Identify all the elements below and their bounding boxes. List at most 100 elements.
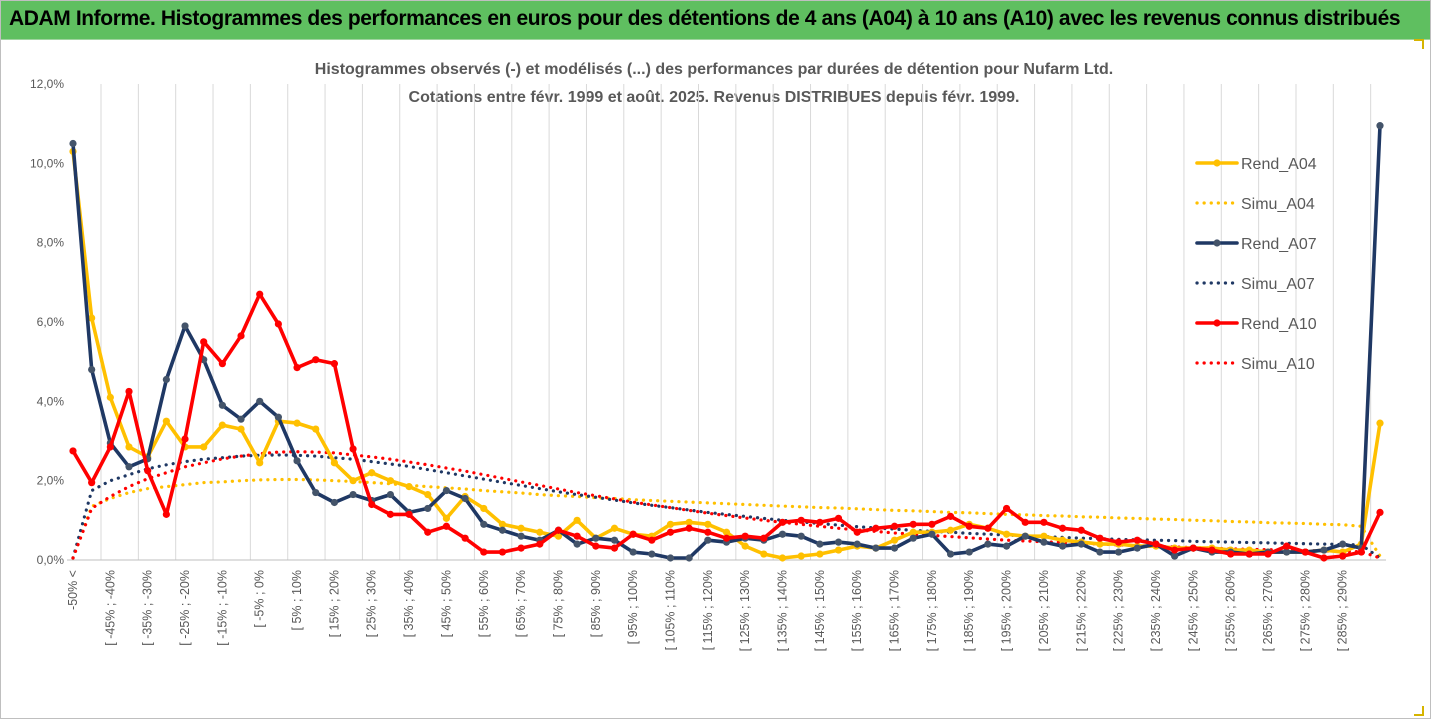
data-point	[237, 425, 245, 433]
data-point	[498, 526, 507, 534]
legend-item-rend-a07[interactable]: Rend_A07	[1195, 236, 1317, 253]
x-tick-label: [ 235% ; 240%	[1149, 570, 1163, 651]
data-point	[330, 360, 338, 368]
report-title: ADAM Informe. Histogrammes des performan…	[9, 7, 1401, 30]
data-point	[648, 536, 656, 544]
data-point	[1320, 554, 1328, 562]
x-tick-label: [ 125% ; 130%	[738, 570, 752, 651]
series-lines	[69, 122, 1384, 562]
data-point	[312, 356, 320, 364]
data-point	[442, 514, 451, 522]
data-point	[517, 532, 525, 540]
data-point	[480, 520, 488, 528]
x-tick-label: [ 135% ; 140%	[776, 570, 790, 651]
y-tick-label: 12,0%	[30, 77, 64, 91]
data-point	[890, 536, 899, 544]
data-point	[1133, 544, 1141, 552]
data-point	[704, 536, 712, 544]
data-point	[256, 459, 264, 467]
legend-item-simu-a07[interactable]: Simu_A07	[1195, 276, 1315, 293]
data-point	[797, 532, 805, 540]
y-tick-label: 8,0%	[37, 236, 65, 250]
data-point	[1301, 548, 1309, 556]
data-point	[1096, 548, 1104, 556]
y-tick-label: 2,0%	[37, 474, 65, 488]
x-tick-label: [ 215% ; 220%	[1074, 570, 1088, 651]
data-point	[1376, 508, 1384, 516]
data-point	[330, 459, 338, 467]
data-point	[1040, 518, 1048, 526]
data-point	[685, 554, 693, 562]
x-tick-label: [ -5% ; 0%	[253, 570, 267, 628]
data-point	[368, 500, 376, 509]
x-tick-label: [ 185% ; 190%	[962, 570, 976, 651]
data-point	[946, 526, 955, 534]
data-point	[1002, 504, 1011, 513]
data-point	[162, 510, 170, 518]
data-point	[853, 540, 861, 548]
x-tick-label: [ 195% ; 200%	[1000, 570, 1014, 651]
data-point	[1040, 532, 1048, 540]
data-point	[1021, 532, 1029, 540]
data-point	[349, 445, 357, 453]
legend-item-rend-a10[interactable]: Rend_A10	[1195, 316, 1317, 333]
data-point	[1245, 550, 1253, 558]
data-point	[125, 387, 133, 396]
x-tick-label: [ -25% ; -20%	[178, 570, 192, 646]
data-point	[162, 375, 170, 384]
data-point	[554, 532, 563, 540]
data-point	[293, 419, 301, 427]
legend-item-rend-a04[interactable]: Rend_A04	[1195, 156, 1317, 173]
data-point	[1058, 536, 1067, 544]
data-point	[816, 540, 824, 548]
x-tick-label: [ 255% ; 260%	[1224, 570, 1238, 651]
data-point	[573, 540, 581, 548]
data-point	[1283, 548, 1291, 556]
x-tick-label: [ 155% ; 160%	[850, 570, 864, 651]
data-point	[1021, 518, 1029, 526]
data-point	[312, 488, 320, 497]
legend-item-simu-a04[interactable]: Simu_A04	[1195, 196, 1315, 213]
legend-label: Rend_A10	[1241, 316, 1317, 333]
data-point	[722, 534, 731, 542]
x-tick-label: [ -45% ; -40%	[103, 570, 117, 646]
data-point	[1376, 419, 1384, 427]
data-point	[741, 532, 749, 540]
data-point	[573, 516, 581, 524]
y-tick-label: 10,0%	[30, 156, 64, 170]
y-tick-label: 0,0%	[37, 553, 65, 567]
x-tick-label: -50% <	[66, 570, 80, 610]
legend[interactable]: Rend_A04 Simu_A04 Rend_A07 Simu_A07 Rend_A10…	[1195, 156, 1317, 373]
data-point	[834, 538, 843, 546]
data-point	[797, 516, 805, 524]
data-point	[816, 550, 824, 558]
data-point	[592, 534, 600, 542]
data-point	[946, 550, 955, 558]
legend-item-simu-a10[interactable]: Simu_A10	[1195, 356, 1315, 373]
data-point	[106, 443, 114, 451]
data-point	[386, 477, 395, 485]
series-line-simu-a07	[71, 453, 1382, 560]
data-point	[984, 524, 992, 532]
data-point	[704, 528, 712, 536]
data-point	[704, 520, 712, 528]
data-point	[685, 524, 693, 532]
data-point	[256, 397, 264, 405]
data-point	[760, 550, 768, 558]
data-point	[1058, 524, 1067, 532]
x-tick-label: [ -15% ; -10%	[215, 570, 229, 646]
data-point	[778, 554, 787, 562]
x-tick-label: [ 175% ; 180%	[925, 570, 939, 651]
data-point	[536, 528, 544, 536]
data-point	[1002, 530, 1011, 538]
data-point	[1002, 542, 1011, 550]
data-point	[461, 534, 469, 542]
x-axis-ticks: -50% < [ -45% ; -40% [ -35% ; -30% [ -25% ;…	[66, 570, 1350, 651]
data-point	[722, 528, 731, 536]
data-point	[349, 490, 357, 499]
data-point	[274, 320, 282, 328]
data-point	[872, 544, 880, 552]
data-point	[946, 512, 955, 520]
report-header: ADAM Informe. Histogrammes des performan…	[1, 1, 1430, 40]
data-point	[909, 520, 917, 528]
